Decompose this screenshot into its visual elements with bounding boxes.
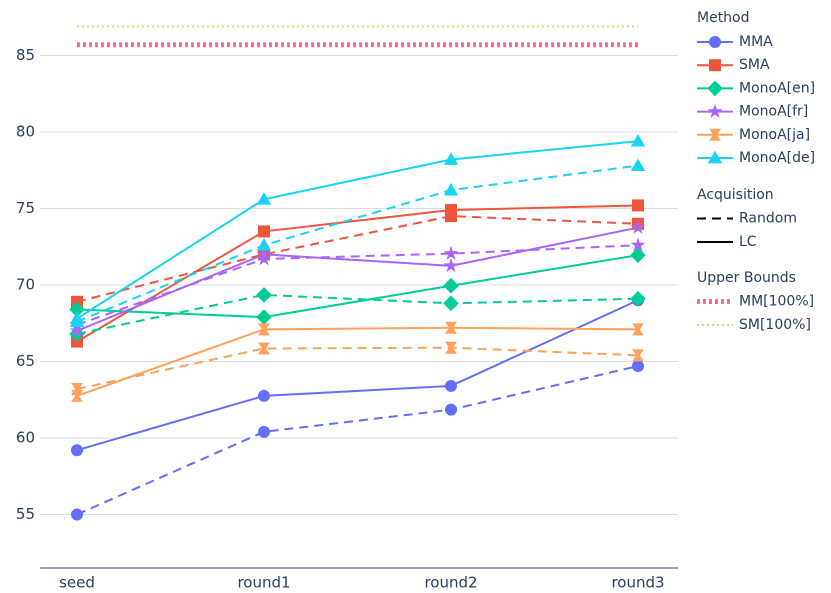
marker	[443, 152, 459, 165]
legend-label: MonoA[en]	[739, 80, 815, 96]
legend-label: SMA	[739, 57, 770, 73]
legend: Method MMA SMA MonoA[en] MonoA[fr] MonoA[ja] M…	[697, 10, 815, 333]
marker	[256, 192, 272, 205]
y-tick-label: 85	[16, 46, 35, 64]
marker	[632, 360, 644, 373]
marker	[443, 277, 459, 294]
series-line	[76, 140, 639, 320]
series-line	[76, 164, 639, 323]
marker	[258, 425, 270, 438]
series-line	[76, 226, 639, 332]
series-line	[76, 365, 639, 516]
marker	[443, 295, 459, 312]
marker	[258, 389, 270, 402]
y-tick-label: 80	[16, 122, 35, 140]
marker	[709, 128, 721, 141]
series-line	[76, 244, 639, 326]
x-tick-label: round3	[611, 574, 664, 592]
marker	[256, 251, 272, 266]
y-tick-label: 60	[16, 428, 35, 446]
marker	[69, 323, 85, 338]
marker	[443, 245, 459, 260]
marker	[632, 323, 644, 336]
y-tick-label: 65	[16, 352, 35, 370]
legend-label: Random	[739, 211, 797, 227]
y-tick-label: 70	[16, 275, 35, 293]
marker	[69, 326, 85, 342]
legend-label: LC	[739, 234, 757, 250]
marker	[258, 323, 270, 336]
legend-title: Upper Bounds	[697, 270, 796, 286]
series-line	[76, 204, 639, 343]
marker	[445, 403, 457, 416]
marker	[709, 36, 721, 48]
legend-label: MonoA[de]	[739, 150, 815, 166]
legend-label: MonoA[fr]	[739, 104, 808, 120]
legend-label: MM[100%]	[739, 294, 814, 310]
y-tick-label: 75	[16, 199, 35, 217]
x-tick-label: round2	[424, 574, 477, 592]
marker	[632, 349, 644, 362]
marker	[258, 225, 270, 238]
marker	[445, 379, 457, 392]
series-line	[76, 326, 639, 397]
marker	[707, 150, 723, 164]
grid: 55 60 65 70 75 80 85 seed round1 round2 round3	[16, 46, 678, 592]
marker	[256, 309, 272, 325]
legend-label: MMA	[739, 34, 773, 50]
marker	[630, 290, 646, 307]
legend-label: MonoA[ja]	[739, 127, 810, 143]
marker	[707, 103, 723, 118]
marker	[632, 199, 644, 212]
marker	[443, 182, 459, 196]
marker	[69, 311, 85, 325]
marker	[71, 444, 83, 457]
marker	[443, 258, 459, 273]
series-line	[76, 215, 639, 303]
marker	[445, 204, 457, 217]
marker	[256, 287, 272, 303]
plot-area	[69, 25, 646, 521]
marker	[630, 247, 646, 263]
marker	[445, 341, 457, 354]
marker	[258, 342, 270, 355]
series-line	[76, 293, 639, 335]
legend-label: SM[100%]	[739, 317, 811, 333]
marker	[71, 508, 83, 521]
y-tick-label: 55	[16, 505, 35, 523]
marker	[256, 246, 272, 261]
marker	[71, 389, 83, 402]
marker	[445, 321, 457, 334]
marker	[630, 237, 646, 252]
x-tick-label: round1	[237, 574, 290, 592]
marker	[709, 59, 721, 72]
series-line	[76, 299, 639, 452]
marker	[707, 80, 723, 97]
marker	[630, 133, 646, 147]
legend-title: Acquisition	[697, 187, 774, 203]
marker	[630, 219, 646, 234]
legend-title: Method	[697, 10, 750, 26]
marker	[630, 158, 646, 172]
marker	[69, 301, 85, 318]
x-tick-label: seed	[59, 574, 95, 592]
series-line	[76, 254, 639, 319]
marker	[256, 237, 272, 251]
series-line	[76, 346, 639, 390]
